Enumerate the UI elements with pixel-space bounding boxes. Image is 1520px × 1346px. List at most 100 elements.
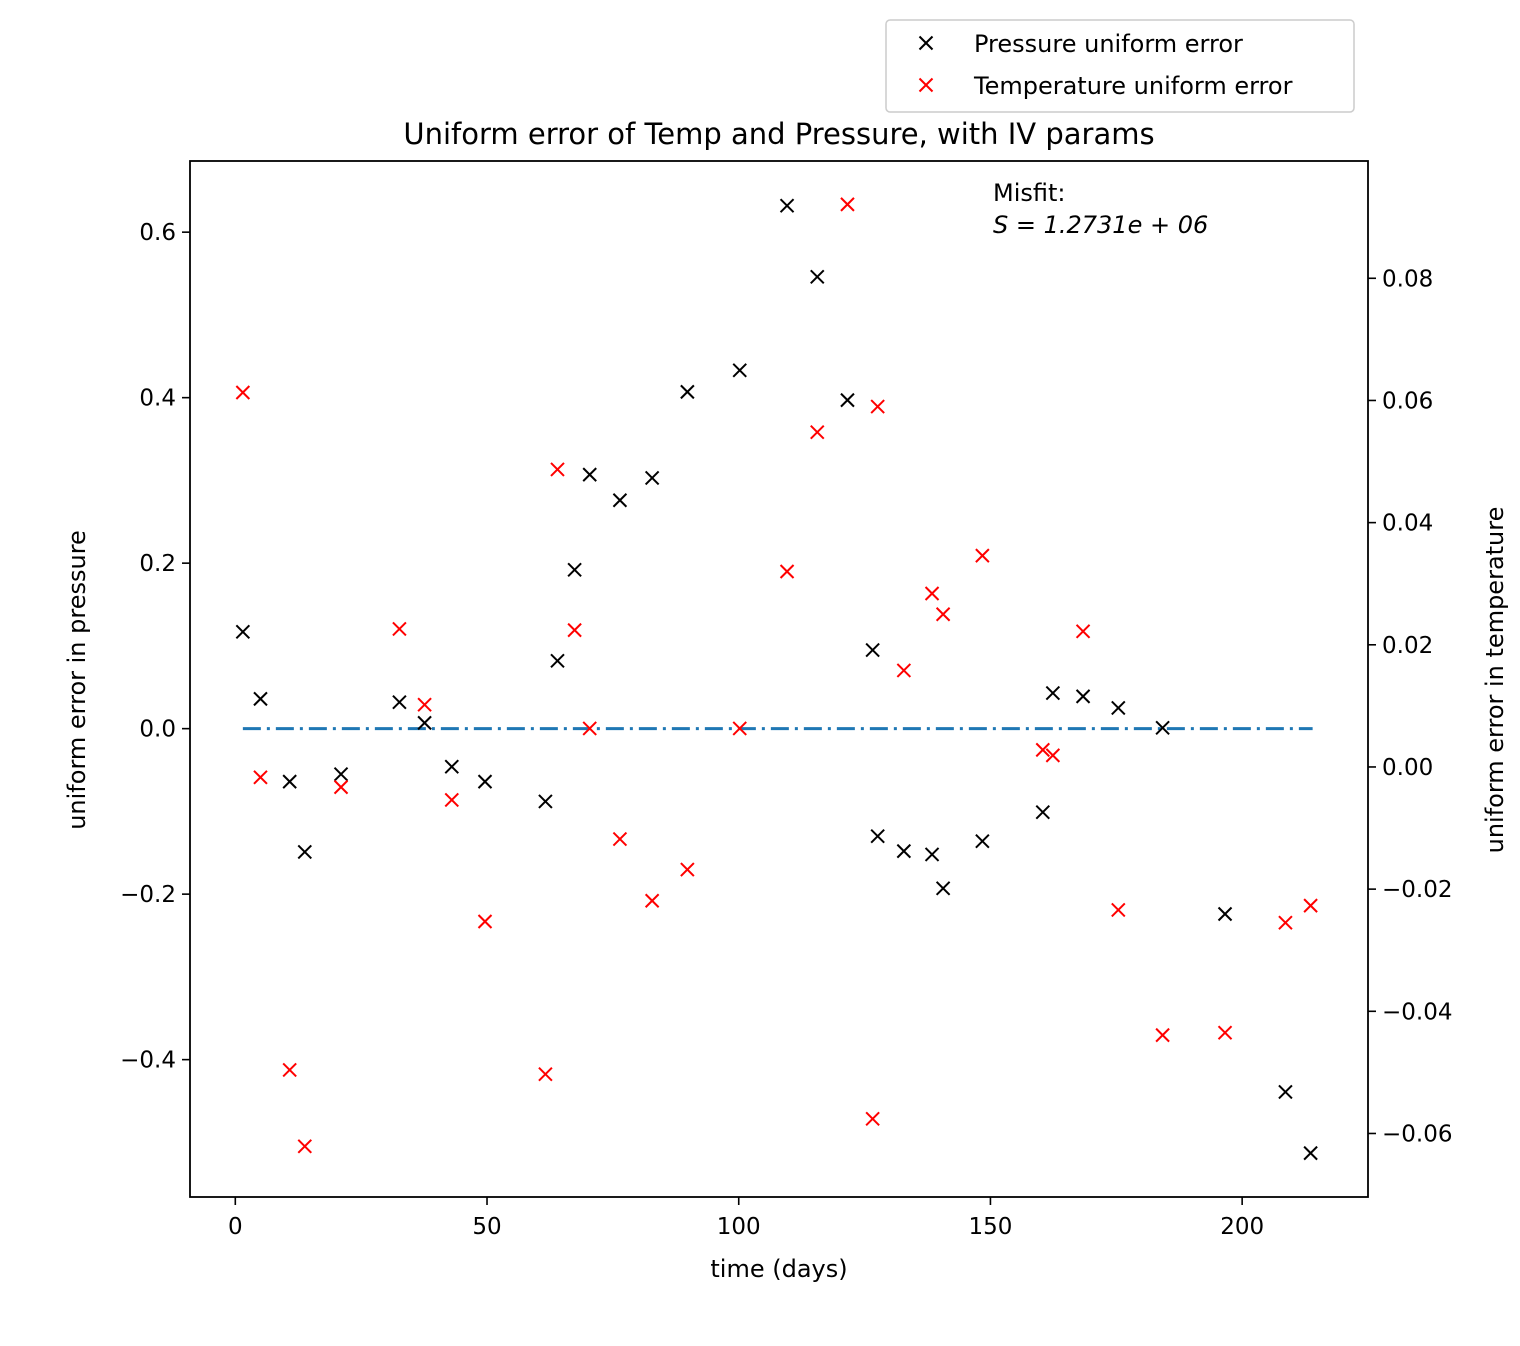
pressure-point bbox=[444, 759, 459, 774]
right-y-tick-label: 0.00 bbox=[1382, 755, 1433, 781]
right-y-tick-label: 0.08 bbox=[1382, 266, 1433, 292]
pressure-point bbox=[1045, 685, 1061, 701]
temperature-point bbox=[1045, 748, 1061, 763]
temperature-point bbox=[612, 831, 628, 847]
x-axis: 0 50 100 150 200 bbox=[228, 1197, 1264, 1240]
x-tick-label: 0 bbox=[228, 1214, 243, 1240]
temperature-point bbox=[477, 914, 493, 929]
pressure-point bbox=[870, 829, 885, 844]
x-tick-label: 150 bbox=[968, 1214, 1012, 1240]
left-y-tick-label: −0.2 bbox=[120, 882, 176, 908]
right-y-tick-label: −0.04 bbox=[1382, 999, 1452, 1025]
right-y-axis-label: uniform error in temperature bbox=[1481, 507, 1509, 854]
pressure-point bbox=[732, 363, 747, 378]
legend-x-icon bbox=[918, 35, 934, 51]
temperature-point bbox=[975, 548, 990, 563]
pressure-point bbox=[810, 269, 825, 285]
pressure-point bbox=[1278, 1084, 1293, 1100]
temperature-point bbox=[732, 721, 747, 736]
pressure-point bbox=[1035, 805, 1050, 820]
legend-marker-pressure bbox=[918, 35, 934, 51]
pressure-point bbox=[253, 691, 268, 707]
x-tick-label: 50 bbox=[472, 1214, 501, 1240]
left-y-tick-label: −0.4 bbox=[120, 1048, 176, 1074]
legend-marker-temperature bbox=[918, 77, 934, 93]
misfit-value: S = 1.2731e + 06 bbox=[993, 211, 1208, 239]
temperature-point bbox=[444, 792, 459, 808]
temperature-point bbox=[297, 1139, 312, 1154]
temperature-point bbox=[253, 770, 268, 785]
pressure-point bbox=[297, 844, 312, 860]
left-y-tick-label: 0.2 bbox=[139, 551, 176, 577]
left-y-tick-label: 0.6 bbox=[139, 220, 176, 246]
legend-label-temperature: Temperature uniform error bbox=[973, 72, 1293, 100]
temperature-point bbox=[417, 697, 432, 712]
right-y-tick-label: 0.06 bbox=[1382, 388, 1433, 414]
pressure-point bbox=[1303, 1145, 1318, 1161]
pressure-point bbox=[779, 198, 795, 213]
pressure-point bbox=[924, 847, 940, 862]
right-y-tick-label: 0.04 bbox=[1382, 511, 1433, 537]
pressure-point bbox=[1075, 689, 1091, 704]
pressure-point bbox=[333, 766, 349, 782]
temperature-point bbox=[870, 399, 885, 414]
right-y-tick-label: 0.02 bbox=[1382, 633, 1433, 659]
pressure-point bbox=[840, 392, 855, 408]
x-axis-label: time (days) bbox=[710, 1255, 847, 1283]
right-y-axis: −0.06 −0.04 −0.02 0.00 0.02 0.04 0.06 0.08 bbox=[1368, 266, 1452, 1147]
temperature-point bbox=[935, 607, 951, 622]
temperature-point bbox=[282, 1062, 297, 1078]
pressure-point bbox=[644, 470, 660, 486]
temperature-point bbox=[333, 779, 349, 795]
legend-box bbox=[885, 19, 1355, 113]
x-tick-label: 200 bbox=[1220, 1214, 1264, 1240]
temperature-point bbox=[1303, 898, 1318, 913]
temperature-point bbox=[392, 621, 407, 637]
pressure-point bbox=[235, 624, 251, 640]
temperature-point bbox=[582, 721, 597, 736]
left-y-axis: −0.4 −0.2 0.0 0.2 0.4 0.6 bbox=[120, 220, 190, 1074]
misfit-label: Misfit: bbox=[993, 179, 1066, 207]
legend-x-icon bbox=[918, 77, 934, 93]
pressure-point bbox=[417, 715, 432, 731]
temperature-point bbox=[779, 564, 795, 579]
pressure-point bbox=[1217, 906, 1233, 922]
x-tick-label: 100 bbox=[717, 1214, 761, 1240]
temperature-point bbox=[865, 1111, 880, 1127]
temperature-point bbox=[235, 385, 251, 400]
temperature-point bbox=[1111, 902, 1126, 918]
pressure-point bbox=[567, 562, 582, 577]
pressure-point bbox=[477, 774, 493, 789]
plot-marks bbox=[235, 197, 1318, 1161]
temperature-point bbox=[1278, 915, 1293, 930]
pressure-point bbox=[935, 881, 951, 896]
pressure-point bbox=[392, 694, 407, 710]
pressure-point bbox=[582, 467, 597, 482]
temperature-point bbox=[567, 622, 582, 638]
left-y-tick-label: 0.0 bbox=[139, 717, 176, 743]
right-y-tick-label: −0.06 bbox=[1382, 1121, 1452, 1147]
temperature-point bbox=[840, 197, 855, 212]
left-y-axis-label: uniform error in pressure bbox=[63, 530, 91, 830]
temperature-point bbox=[1217, 1025, 1233, 1040]
legend: Pressure uniform error Temperature unifo… bbox=[885, 19, 1355, 113]
temperature-point bbox=[680, 862, 695, 877]
pressure-point bbox=[1155, 720, 1170, 736]
chart-title: Uniform error of Temp and Pressure, with… bbox=[403, 117, 1154, 151]
temperature-point bbox=[538, 1067, 553, 1082]
legend-label-pressure: Pressure uniform error bbox=[974, 30, 1243, 58]
temperature-point bbox=[810, 425, 825, 440]
pressure-point bbox=[538, 794, 553, 809]
temperature-point bbox=[1155, 1027, 1170, 1043]
pressure-point bbox=[282, 774, 297, 789]
plot-frame bbox=[189, 160, 1369, 1198]
pressure-point bbox=[1111, 700, 1126, 716]
pressure-point bbox=[896, 843, 912, 859]
temperature-point bbox=[550, 462, 565, 477]
pressure-point bbox=[680, 384, 695, 400]
misfit-annotation: Misfit: S = 1.2731e + 06 bbox=[993, 179, 1208, 239]
left-y-tick-label: 0.4 bbox=[139, 386, 176, 412]
right-y-tick-label: −0.02 bbox=[1382, 877, 1452, 903]
